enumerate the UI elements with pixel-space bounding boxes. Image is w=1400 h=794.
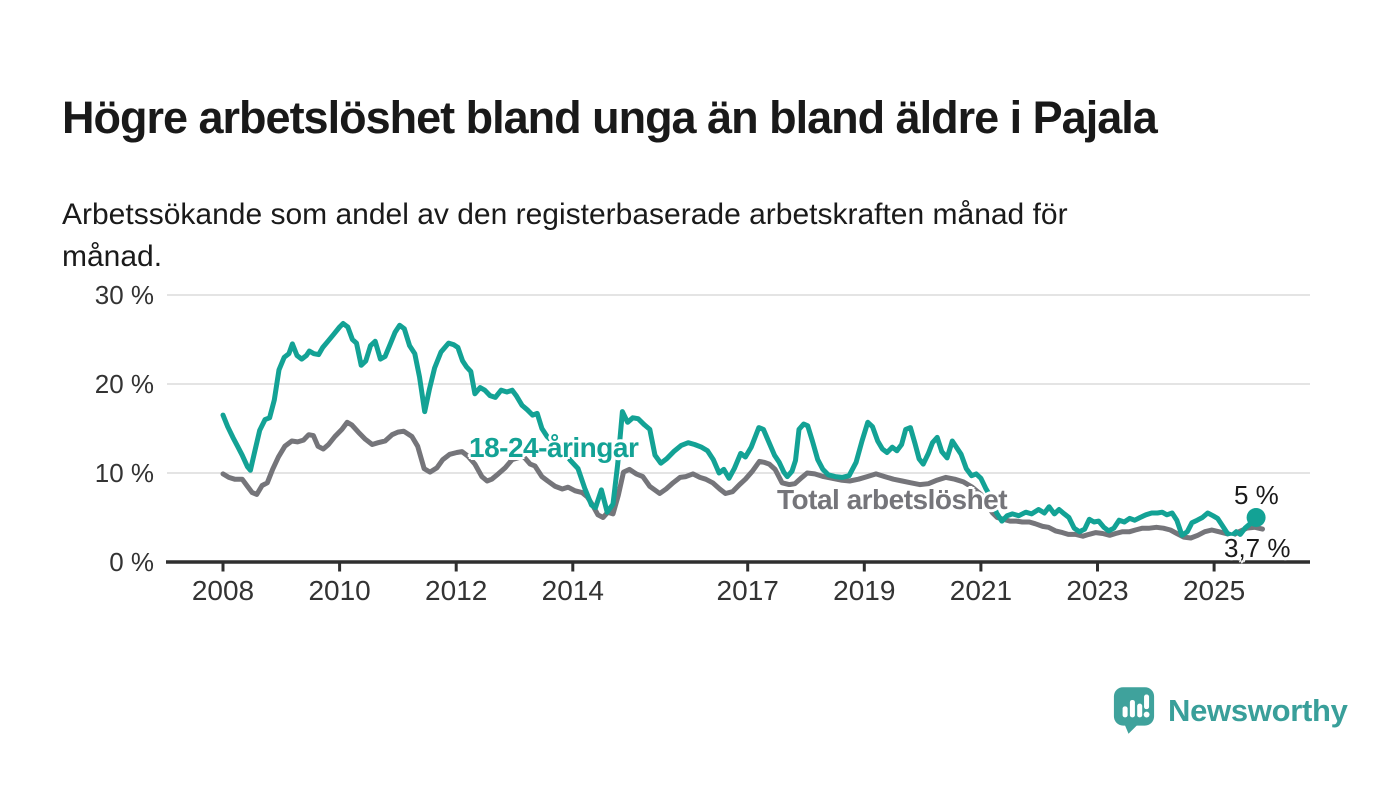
x-axis-label: 2021 [950, 575, 1012, 606]
x-axis-label: 2012 [425, 575, 487, 606]
newsworthy-logo: Newsworthy [1113, 686, 1348, 735]
end-value-label-total: 3,7 % [1224, 533, 1291, 563]
x-axis-label: 2014 [542, 575, 604, 606]
end-dot-young [1246, 508, 1266, 527]
end-value-label-young: 5 % [1234, 480, 1279, 510]
x-axis-label: 2023 [1066, 575, 1128, 606]
series-label-total: Total arbetslöshet [777, 484, 1008, 515]
series-line-total [220, 419, 1265, 541]
series-label-young: 18-24-åringar [469, 432, 639, 463]
y-axis-label: 20 % [95, 369, 154, 399]
x-axis-label: 2025 [1183, 575, 1245, 606]
series-line-young [220, 321, 1259, 538]
newsworthy-wordmark: Newsworthy [1168, 692, 1348, 728]
x-axis-label: 2019 [833, 575, 895, 606]
chart-subtitle-line-2: månad. [62, 240, 163, 273]
chart-subtitle: Arbetssökande som andel av den registerb… [62, 194, 1332, 278]
y-axis-label: 30 % [95, 280, 154, 310]
newsworthy-icon [1113, 687, 1155, 734]
x-axis-label: 2008 [192, 575, 254, 606]
y-axis-label: 10 % [95, 458, 154, 488]
x-axis-label: 2010 [308, 575, 370, 606]
y-axis-label: 0 % [109, 547, 154, 577]
chart-title: Högre arbetslöshet bland unga än bland ä… [62, 92, 1158, 144]
x-axis-label: 2017 [717, 575, 779, 606]
chart-subtitle-line-1: Arbetssökande som andel av den registerb… [62, 198, 1068, 231]
